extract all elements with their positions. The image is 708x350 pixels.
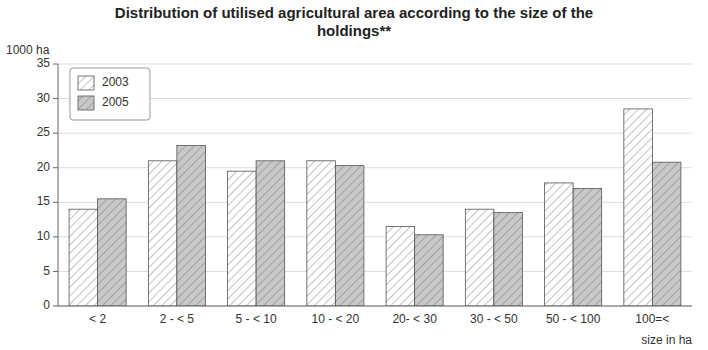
grid-line [58,64,692,65]
bar [545,183,574,306]
tick-label: 35 [37,56,51,70]
y-axis: 0 5 10 15 20 25 30 35 [37,56,692,312]
tick-label: 0 [43,298,50,312]
chart: 0 5 10 15 20 25 30 35 < 2 2 - < 5 5 - < 10 10 - < 2… [0,0,708,350]
tick-label: 100=< [635,312,669,326]
legend-swatch [78,96,94,110]
bar [69,209,98,306]
y-axis-line [58,64,59,306]
bar [148,161,177,306]
bar [624,109,653,306]
tick-label: < 2 [89,312,106,326]
tick-label: 10 [37,229,51,243]
legend-label: 2003 [102,75,129,89]
bar [386,226,415,306]
tick-label: 2 - < 5 [160,312,195,326]
grid-line [58,133,692,134]
legend-frame [70,68,150,120]
tick-mark [53,271,58,272]
legend: 2003 2005 [70,68,150,120]
bar [228,171,257,306]
x-axis: < 2 2 - < 5 5 - < 10 10 - < 20 20- < 30 30 - … [89,312,669,326]
grid-line [58,98,692,99]
tick-label: 5 - < 10 [236,312,277,326]
bar [256,161,285,306]
tick-mark [53,133,58,134]
bar [98,199,127,306]
bar [177,146,206,306]
legend-swatch [78,76,94,90]
bars [69,109,681,306]
tick-label: 10 - < 20 [312,312,360,326]
tick-mark [53,236,58,237]
x-axis-line [58,306,692,307]
bar [465,209,494,306]
tick-mark [53,306,58,307]
tick-label: 20 [37,160,51,174]
tick-label: 20- < 30 [392,312,437,326]
tick-mark [53,167,58,168]
tick-label: 25 [37,125,51,139]
bar [652,162,681,306]
tick-label: 5 [43,264,50,278]
legend-label: 2005 [102,95,129,109]
bar [494,213,523,306]
tick-label: 50 - < 100 [546,312,601,326]
axis-label: size in ha [641,333,692,347]
tick-label: 30 - < 50 [470,312,518,326]
bar [307,161,336,306]
grid-line [58,306,692,307]
tick-mark [53,202,58,203]
tick-label: 15 [37,194,51,208]
tick-mark [53,64,58,65]
axis-label: 1000 ha [6,43,50,57]
title: Distribution of utilised agricultural ar… [115,4,593,39]
bar [415,235,444,306]
bar [335,166,364,306]
chart-container: 0 5 10 15 20 25 30 35 < 2 2 - < 5 5 - < 10 10 - < 2… [0,0,708,350]
bar [573,188,602,306]
tick-label: 30 [37,91,51,105]
tick-mark [53,98,58,99]
